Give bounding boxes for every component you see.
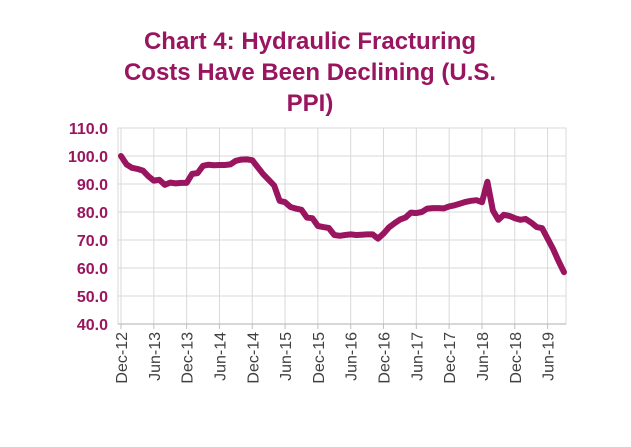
x-tick-label: Jun-13 (147, 332, 164, 381)
chart-title: Chart 4: Hydraulic Fracturing Costs Have… (123, 28, 497, 117)
x-tick-label: Jun-16 (344, 332, 361, 381)
x-tick-label: Jun-17 (409, 332, 426, 381)
y-tick-label: 60.0 (77, 261, 108, 278)
x-tick-label: Dec-15 (311, 332, 328, 384)
series-line (118, 153, 567, 276)
y-tick-label: 100.0 (68, 149, 108, 166)
x-tick-label: Dec-12 (114, 332, 131, 384)
y-tick-label: 80.0 (77, 205, 108, 222)
x-tick-label: Dec-17 (442, 332, 459, 384)
x-tick-label: Dec-14 (245, 332, 262, 384)
y-tick-label: 50.0 (77, 289, 108, 306)
y-tick-label: 90.0 (77, 177, 108, 194)
x-tick-label: Jun-14 (212, 332, 229, 381)
x-tick-label: Dec-16 (377, 332, 394, 384)
y-tick-label: 70.0 (77, 233, 108, 250)
y-tick-label: 110.0 (69, 121, 108, 138)
x-tick-label: Dec-18 (508, 332, 525, 384)
x-tick-label: Jun-19 (541, 332, 558, 381)
plot-frame (117, 127, 567, 325)
x-tick-label: Dec-13 (180, 332, 197, 384)
y-tick-label: 40.0 (77, 317, 108, 334)
x-tick-label: Jun-15 (278, 332, 295, 381)
x-tick-label: Jun-18 (475, 332, 492, 381)
